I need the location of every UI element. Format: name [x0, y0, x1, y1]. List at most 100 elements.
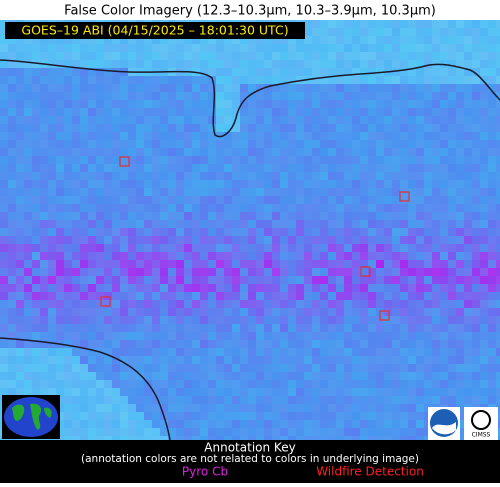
pixel [56, 332, 64, 340]
pixel [304, 316, 312, 324]
pixel [48, 44, 56, 52]
pixel [152, 364, 160, 372]
pixel [256, 420, 264, 428]
pixel [384, 52, 392, 60]
pixel [48, 212, 56, 220]
pixel [104, 196, 112, 204]
pixel [256, 364, 264, 372]
pixel [280, 188, 288, 196]
pixel [168, 284, 176, 292]
pixel [424, 44, 432, 52]
pixel [344, 68, 352, 76]
pixel [152, 268, 160, 276]
pixel [472, 172, 480, 180]
pixel [408, 412, 416, 420]
pixel [56, 68, 64, 76]
pixel [424, 252, 432, 260]
pixel [48, 108, 56, 116]
pixel [456, 324, 464, 332]
pixel [336, 116, 344, 124]
pixel [0, 140, 8, 148]
pixel [88, 412, 96, 420]
pixel [424, 84, 432, 92]
pixel [496, 116, 500, 124]
pixel [408, 428, 416, 436]
pixel [312, 428, 320, 436]
pixel [24, 132, 32, 140]
pixel [344, 60, 352, 68]
pixel [352, 188, 360, 196]
pixel [272, 268, 280, 276]
pixel [192, 44, 200, 52]
pixel [432, 108, 440, 116]
pixel [432, 36, 440, 44]
pixel [248, 324, 256, 332]
pixel [424, 268, 432, 276]
pixel [440, 340, 448, 348]
pixel [120, 148, 128, 156]
pixel [224, 164, 232, 172]
pixel [144, 348, 152, 356]
pixel [480, 164, 488, 172]
pixel [448, 124, 456, 132]
pixel [192, 36, 200, 44]
pixel [304, 260, 312, 268]
pixel [96, 244, 104, 252]
pixel [328, 308, 336, 316]
pixel [408, 308, 416, 316]
pixel [216, 420, 224, 428]
pixel [344, 404, 352, 412]
pixel [288, 316, 296, 324]
pixel [88, 188, 96, 196]
pixel [136, 156, 144, 164]
pixel [256, 68, 264, 76]
pixel [40, 356, 48, 364]
pixel [376, 196, 384, 204]
pixel [256, 220, 264, 228]
pixel [80, 308, 88, 316]
pixel [480, 52, 488, 60]
pixel [472, 356, 480, 364]
pixel [176, 284, 184, 292]
pixel [128, 284, 136, 292]
pixel [232, 124, 240, 132]
pixel [496, 188, 500, 196]
pixel [440, 100, 448, 108]
pixel [328, 380, 336, 388]
pixel [328, 132, 336, 140]
pixel [352, 380, 360, 388]
pixel [72, 252, 80, 260]
pixel [104, 260, 112, 268]
pixel [216, 348, 224, 356]
pixel [184, 196, 192, 204]
pixel [208, 268, 216, 276]
pixel [432, 156, 440, 164]
pixel [480, 332, 488, 340]
pixel [216, 140, 224, 148]
pixel [88, 148, 96, 156]
pixel [312, 100, 320, 108]
pixel [48, 252, 56, 260]
pixel [376, 228, 384, 236]
pixel [264, 428, 272, 436]
pixel [192, 412, 200, 420]
pixel [8, 308, 16, 316]
pixel [408, 420, 416, 428]
pixel [168, 292, 176, 300]
pixel [56, 124, 64, 132]
pixel [408, 68, 416, 76]
pixel [96, 324, 104, 332]
pixel [488, 172, 496, 180]
pixel [120, 116, 128, 124]
pixel [136, 332, 144, 340]
pixel [64, 180, 72, 188]
pixel [56, 116, 64, 124]
pixel [336, 28, 344, 36]
pixel [480, 84, 488, 92]
pixel [360, 404, 368, 412]
pixel [368, 324, 376, 332]
pixel [408, 316, 416, 324]
pixel [296, 100, 304, 108]
pixel [384, 404, 392, 412]
pixel [280, 52, 288, 60]
